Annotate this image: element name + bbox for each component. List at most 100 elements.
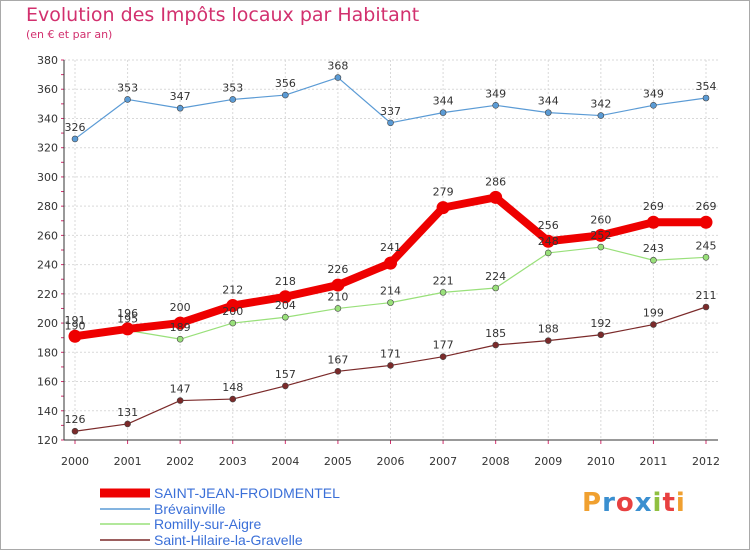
data-label-saint-hilaire-la-gravelle: 188 — [538, 323, 559, 336]
data-point-saint-jean-froidmentel — [436, 201, 450, 215]
data-point-br-vainville — [124, 96, 131, 103]
data-point-romilly-sur-aigre — [544, 249, 552, 257]
data-label-br-vainville: 344 — [433, 95, 454, 108]
data-point-saint-hilaire-la-gravelle — [650, 321, 657, 328]
data-label-saint-jean-froidmentel: 269 — [643, 200, 664, 213]
data-label-saint-jean-froidmentel: 200 — [170, 301, 191, 314]
x-tick-label: 2011 — [639, 455, 667, 468]
chart-subtitle: (en € et par an) — [26, 28, 113, 41]
data-label-saint-jean-froidmentel: 269 — [696, 200, 717, 213]
data-label-romilly-sur-aigre: 245 — [696, 239, 717, 252]
y-tick-label: 160 — [37, 376, 58, 389]
y-tick-label: 280 — [37, 200, 58, 213]
logo-letter: r — [602, 488, 616, 518]
data-label-saint-hilaire-la-gravelle: 192 — [590, 317, 611, 330]
data-point-romilly-sur-aigre — [702, 254, 710, 261]
x-tick-label: 2009 — [534, 455, 562, 468]
data-point-saint-jean-froidmentel — [384, 256, 397, 270]
data-point-romilly-sur-aigre — [439, 289, 447, 296]
y-tick-label: 140 — [37, 405, 58, 418]
data-point-br-vainville — [650, 102, 657, 109]
data-label-romilly-sur-aigre: 195 — [117, 312, 138, 325]
data-label-romilly-sur-aigre: 221 — [433, 274, 454, 287]
data-label-saint-jean-froidmentel: 279 — [433, 186, 454, 199]
chart-title: Evolution des Impôts locaux par Habitant — [26, 4, 420, 26]
x-tick-label: 2007 — [429, 455, 457, 468]
data-point-br-vainville — [702, 94, 710, 102]
data-label-saint-hilaire-la-gravelle: 148 — [222, 381, 243, 394]
logo-letter: x — [634, 488, 653, 518]
data-point-saint-jean-froidmentel — [121, 322, 135, 336]
y-tick-label: 240 — [37, 259, 58, 272]
data-point-saint-jean-froidmentel — [226, 299, 240, 313]
data-label-saint-hilaire-la-gravelle: 171 — [380, 347, 401, 360]
data-label-br-vainville: 356 — [275, 77, 296, 90]
logo-letter: i — [652, 488, 663, 518]
data-label-saint-jean-froidmentel: 226 — [327, 263, 348, 276]
data-label-br-vainville: 344 — [538, 95, 559, 108]
data-label-saint-hilaire-la-gravelle: 185 — [485, 327, 506, 340]
data-label-br-vainville: 354 — [696, 80, 717, 93]
data-point-saint-hilaire-la-gravelle — [124, 420, 131, 428]
x-tick-label: 2012 — [692, 455, 720, 468]
data-point-br-vainville — [229, 96, 237, 103]
data-point-romilly-sur-aigre — [282, 313, 289, 321]
data-label-saint-hilaire-la-gravelle: 157 — [275, 368, 296, 381]
data-label-saint-jean-froidmentel: 286 — [485, 175, 506, 188]
x-tick-label: 2010 — [587, 455, 615, 468]
data-point-br-vainville — [387, 119, 394, 127]
data-point-romilly-sur-aigre — [387, 299, 394, 306]
data-point-saint-jean-froidmentel — [489, 190, 503, 204]
data-point-saint-jean-froidmentel — [173, 316, 187, 330]
data-label-romilly-sur-aigre: 214 — [380, 285, 401, 298]
data-label-saint-hilaire-la-gravelle: 147 — [170, 383, 191, 396]
y-tick-label: 300 — [37, 171, 58, 184]
legend-label: Romilly-sur-Aigre — [154, 516, 262, 532]
data-point-saint-jean-froidmentel — [68, 329, 82, 343]
data-point-saint-hilaire-la-gravelle — [282, 382, 289, 390]
data-label-br-vainville: 349 — [643, 87, 664, 100]
data-point-saint-hilaire-la-gravelle — [702, 303, 710, 311]
data-point-saint-hilaire-la-gravelle — [597, 331, 605, 339]
data-label-saint-hilaire-la-gravelle: 131 — [117, 406, 138, 419]
y-tick-label: 260 — [37, 229, 58, 242]
data-label-br-vainville: 326 — [65, 121, 86, 134]
x-tick-label: 2005 — [324, 455, 352, 468]
x-tick-label: 2003 — [219, 455, 247, 468]
data-point-romilly-sur-aigre — [650, 256, 657, 264]
x-tick-label: 2008 — [482, 455, 510, 468]
data-point-br-vainville — [71, 135, 79, 143]
data-point-saint-jean-froidmentel — [699, 215, 713, 229]
data-label-br-vainville: 347 — [170, 90, 191, 103]
logo-letter: o — [615, 488, 635, 518]
data-label-saint-hilaire-la-gravelle: 199 — [643, 307, 664, 320]
data-point-saint-jean-froidmentel — [646, 215, 660, 229]
data-point-romilly-sur-aigre — [229, 319, 237, 327]
logo-letter: P — [582, 488, 603, 518]
data-label-saint-hilaire-la-gravelle: 211 — [696, 289, 717, 302]
y-tick-label: 120 — [37, 434, 58, 447]
data-label-saint-jean-froidmentel: 218 — [275, 275, 296, 288]
y-tick-label: 320 — [37, 142, 58, 155]
data-point-br-vainville — [544, 109, 552, 116]
data-point-br-vainville — [334, 74, 342, 81]
data-label-br-vainville: 368 — [327, 60, 348, 73]
data-label-romilly-sur-aigre: 190 — [65, 320, 86, 333]
data-point-saint-hilaire-la-gravelle — [229, 395, 237, 403]
data-label-saint-hilaire-la-gravelle: 167 — [327, 353, 348, 366]
data-label-romilly-sur-aigre: 200 — [222, 305, 243, 318]
logo-letter: i — [675, 488, 686, 518]
data-point-saint-jean-froidmentel — [541, 234, 555, 248]
data-point-br-vainville — [597, 112, 605, 119]
x-tick-label: 2004 — [271, 455, 299, 468]
data-point-romilly-sur-aigre — [176, 335, 184, 343]
data-label-saint-hilaire-la-gravelle: 177 — [433, 339, 454, 352]
data-point-romilly-sur-aigre — [334, 305, 342, 312]
data-point-saint-hilaire-la-gravelle — [334, 368, 342, 375]
x-tick-label: 2000 — [61, 455, 89, 468]
x-tick-label: 2002 — [166, 455, 194, 468]
y-tick-label: 380 — [37, 54, 58, 67]
data-label-br-vainville: 337 — [380, 105, 401, 118]
data-label-saint-jean-froidmentel: 212 — [222, 284, 243, 297]
